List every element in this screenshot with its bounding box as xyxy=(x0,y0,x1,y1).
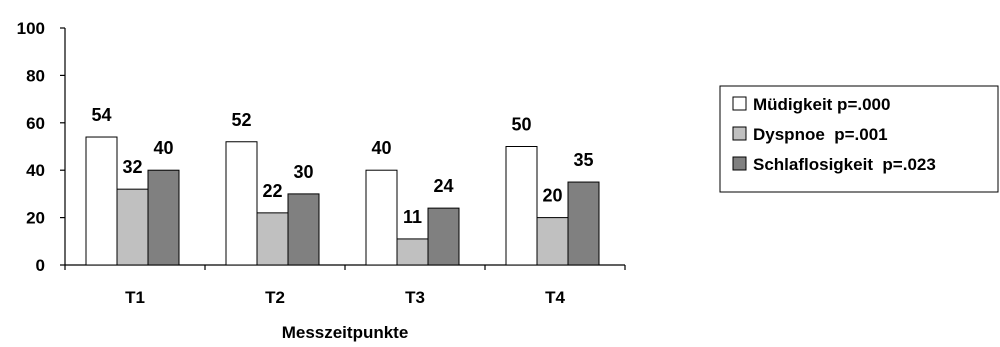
legend-swatch-2 xyxy=(732,126,747,141)
data-label-t3-series-1: 40 xyxy=(371,138,391,158)
legend-label-1: Müdigkeit p=.000 xyxy=(753,95,890,114)
bar-t2-series-3 xyxy=(287,193,320,266)
data-label-t2-series-3: 30 xyxy=(293,162,313,182)
legend-box xyxy=(719,85,999,193)
bar-t3-series-1 xyxy=(365,169,398,266)
bars-group xyxy=(85,136,600,266)
y-tick-label: 40 xyxy=(26,161,45,180)
x-tick-label-t3: T3 xyxy=(405,288,425,307)
bar-t3-series-2 xyxy=(396,238,429,266)
data-label-t3-series-3: 24 xyxy=(433,176,453,196)
data-label-t2-series-2: 22 xyxy=(262,181,282,201)
x-tick-label-t2: T2 xyxy=(265,288,285,307)
bar-t2-series-1 xyxy=(225,141,258,266)
data-labels-group: 54 32 40 52 22 30 40 11 24 50 20 35 xyxy=(91,105,593,227)
bar-t4-series-3 xyxy=(567,181,600,266)
data-label-t1-series-3: 40 xyxy=(153,138,173,158)
x-axis-title: Messzeitpunkte xyxy=(282,323,409,342)
bar-t1-series-1 xyxy=(85,136,118,266)
y-tick-label: 100 xyxy=(17,19,45,38)
data-label-t4-series-1: 50 xyxy=(511,115,531,135)
bar-t1-series-3 xyxy=(147,169,180,266)
y-tick-label: 20 xyxy=(26,209,45,228)
bar-t4-series-2 xyxy=(536,217,569,266)
bar-t1-series-2 xyxy=(116,188,149,266)
x-axis: T1 T2 T3 T4 xyxy=(64,264,626,307)
data-label-t1-series-2: 32 xyxy=(122,157,142,177)
y-tick-label: 60 xyxy=(26,114,45,133)
x-tick-label-t4: T4 xyxy=(545,288,565,307)
y-axis: 0 20 40 60 80 100 xyxy=(17,19,66,275)
y-tick-label: 0 xyxy=(36,256,45,275)
data-label-t4-series-2: 20 xyxy=(542,186,562,206)
legend-label-3: Schlaflosigkeit p=.023 xyxy=(753,155,936,174)
bar-t2-series-2 xyxy=(256,212,289,266)
data-label-t4-series-3: 35 xyxy=(573,150,593,170)
bar-t4-series-1 xyxy=(505,146,538,266)
y-tick-label: 80 xyxy=(26,66,45,85)
x-tick-label-t1: T1 xyxy=(125,288,145,307)
bar-t3-series-3 xyxy=(427,207,460,266)
data-label-t3-series-2: 11 xyxy=(403,207,422,227)
legend: Müdigkeit p=.000 Dyspnoe p=.001 Schlaflosi… xyxy=(719,85,999,193)
legend-swatch-3 xyxy=(732,156,747,171)
legend-swatch-1 xyxy=(732,96,747,111)
legend-label-2: Dyspnoe p=.001 xyxy=(753,125,888,144)
data-label-t1-series-1: 54 xyxy=(91,105,111,125)
data-label-t2-series-1: 52 xyxy=(231,110,251,130)
